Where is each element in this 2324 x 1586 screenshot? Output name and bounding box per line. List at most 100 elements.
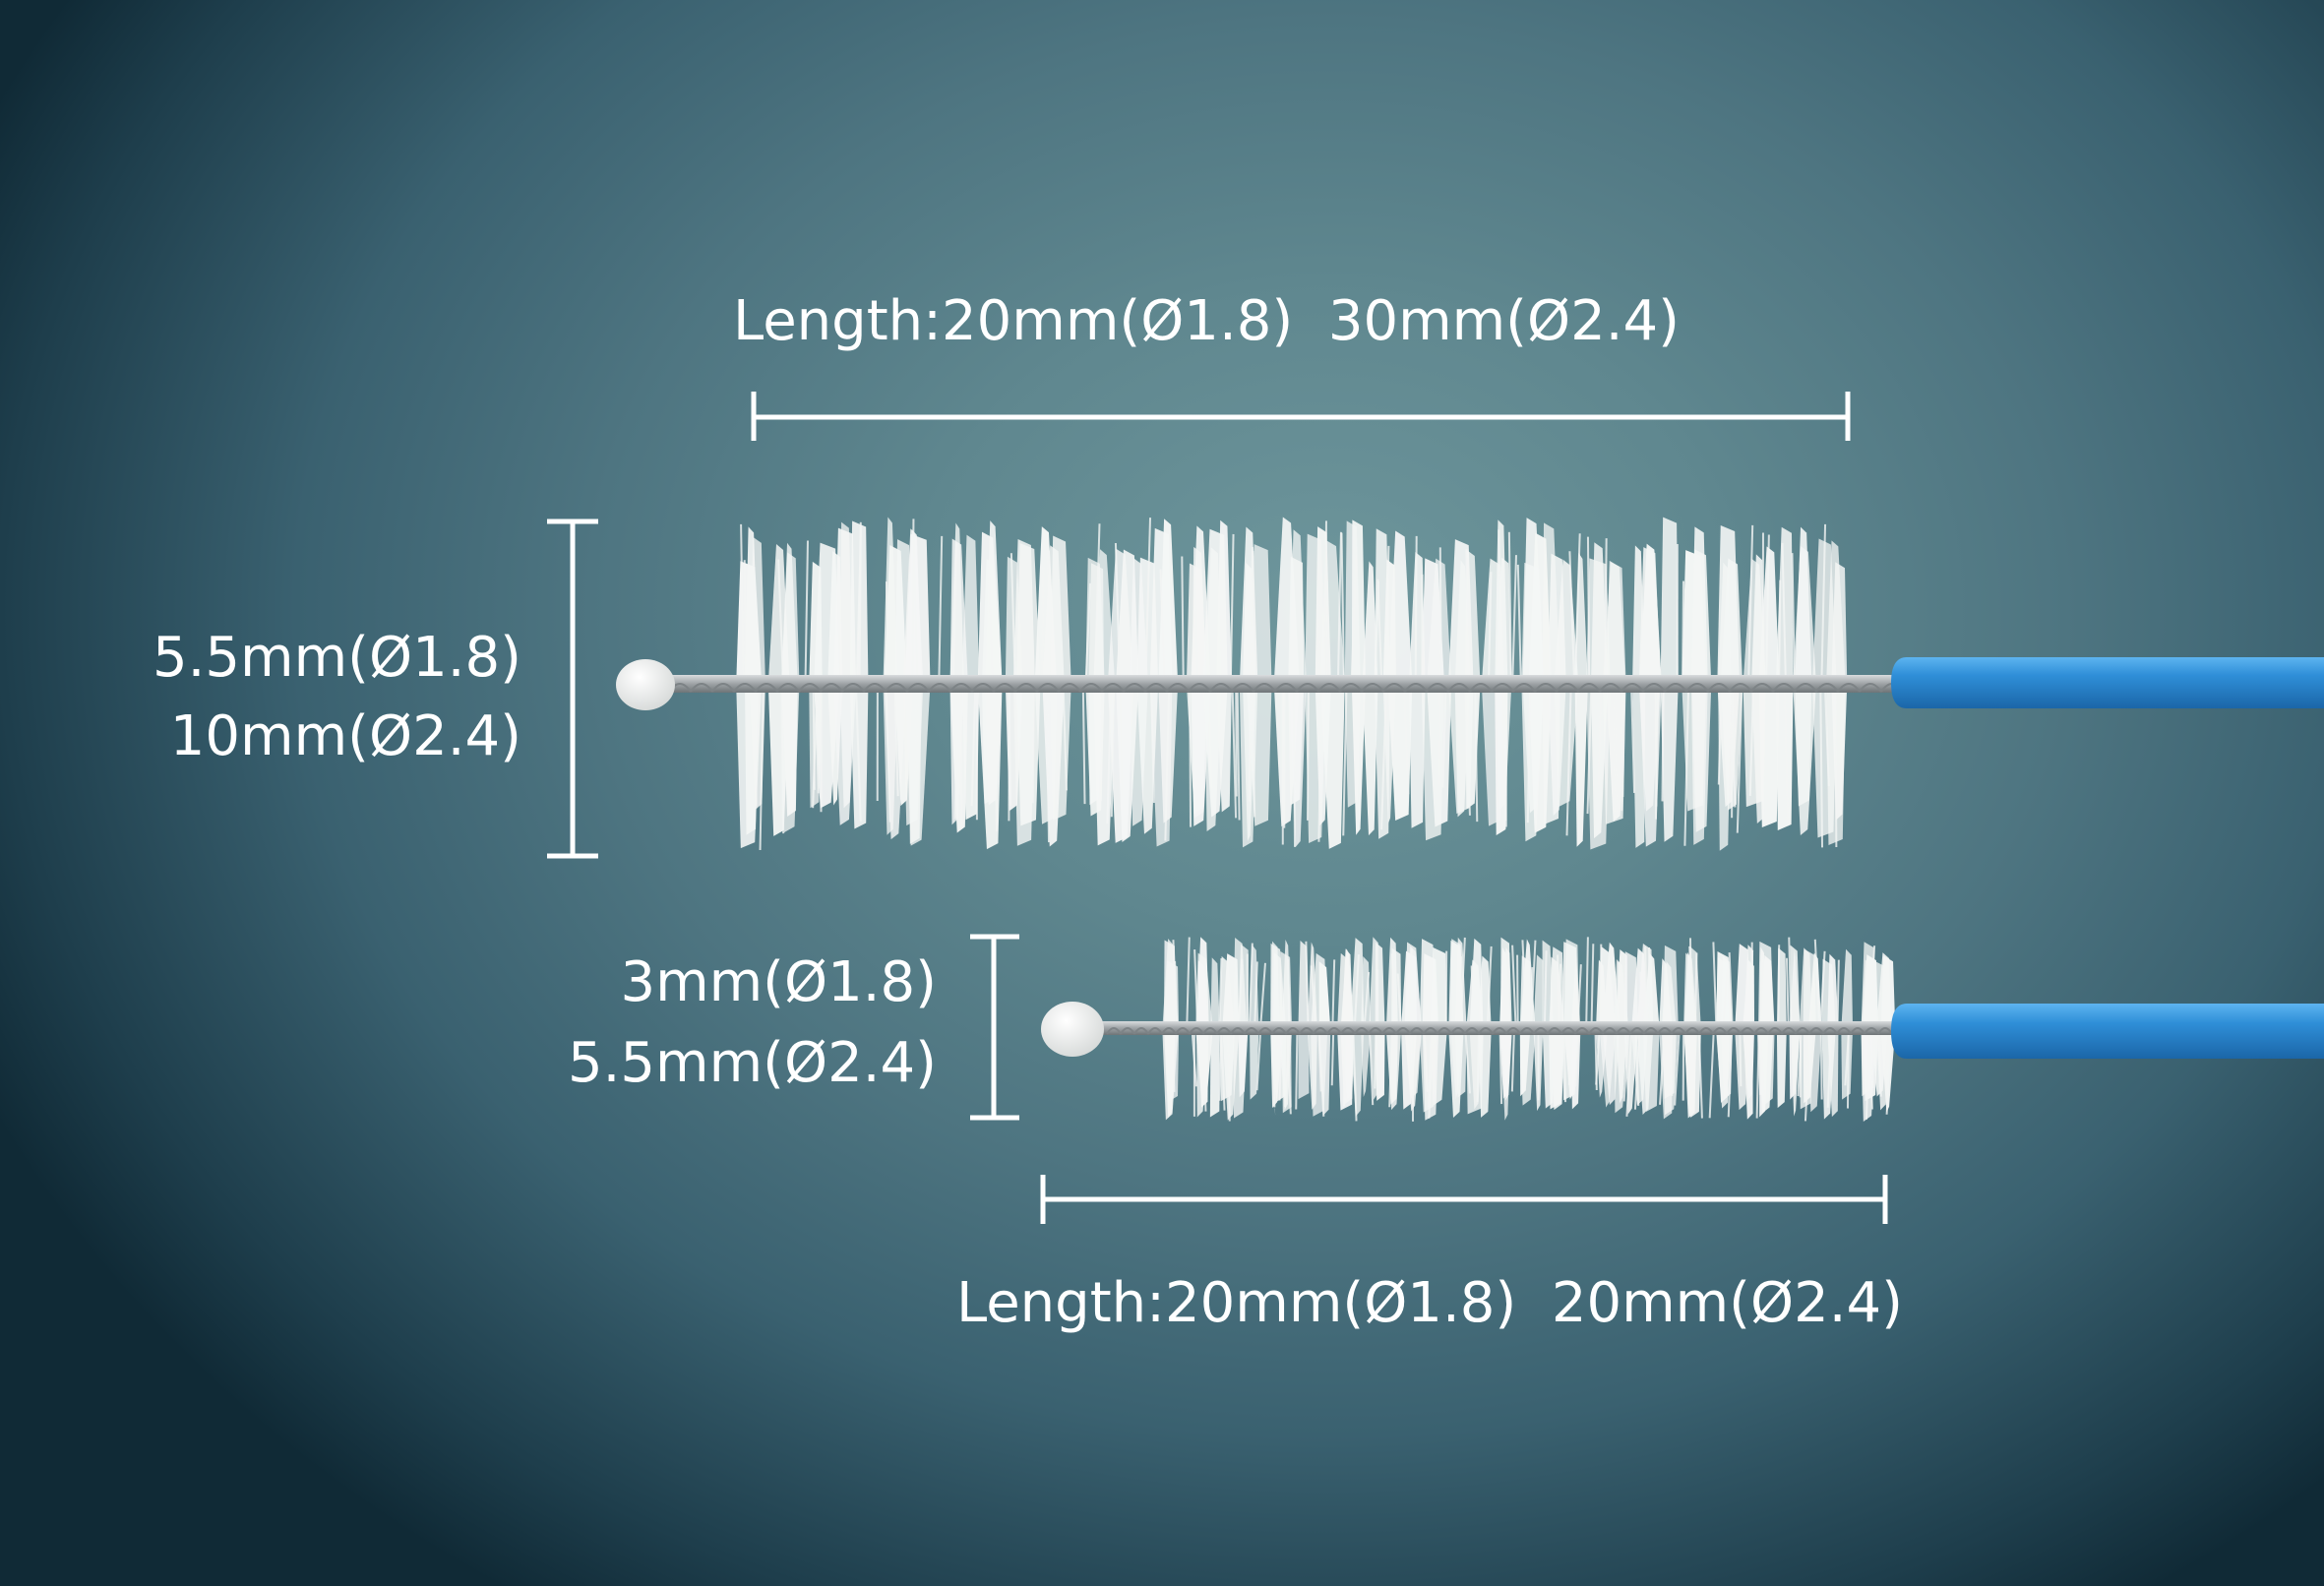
- wire-twist-segment: [1161, 1027, 1177, 1035]
- bristle-strand: [1722, 968, 1729, 1030]
- wire-twist-segment: [1512, 683, 1536, 693]
- wire-twist-segment: [1750, 683, 1774, 693]
- bristle-strand: [1144, 518, 1152, 685]
- wire-twist-segment: [885, 683, 908, 693]
- wire-twist-segment: [1726, 1027, 1742, 1035]
- top-length-dimension: [751, 392, 1851, 441]
- wire-twist-segment: [1230, 1027, 1246, 1035]
- bristle-strand: [1708, 1028, 1715, 1119]
- bristle-tuft: [1660, 684, 1679, 842]
- bristle-strand: [1511, 555, 1517, 685]
- large-brush-diameter-2: 10mm(Ø2.4): [169, 704, 521, 768]
- bristle-strand: [1613, 683, 1618, 819]
- bristle-strand: [1659, 1028, 1666, 1105]
- large-brush-tip: [616, 659, 675, 710]
- wire-twist-segment: [1189, 1027, 1204, 1035]
- bristle-tuft: [1735, 944, 1752, 1029]
- bristle-strand: [885, 683, 891, 823]
- wire-twist-segment: [1671, 1027, 1686, 1035]
- bristle-strand: [1697, 1028, 1703, 1119]
- wire-twist-segment: [755, 683, 778, 693]
- bristle-tuft: [1690, 526, 1708, 684]
- bristle-strand: [1625, 1028, 1633, 1117]
- wire-twist-segment: [1166, 683, 1190, 693]
- bristle-tuft: [1422, 953, 1439, 1029]
- bristle-strand: [1885, 1028, 1893, 1115]
- bristle-tuft: [1288, 529, 1307, 684]
- small-brush-wire-twist: [1106, 1027, 1907, 1035]
- wire-twist-segment: [1629, 1027, 1645, 1035]
- bristle-strand: [1229, 533, 1235, 685]
- bristle-strand: [1516, 564, 1522, 685]
- wire-twist-segment: [1209, 683, 1233, 693]
- bristle-strand: [1114, 542, 1122, 685]
- bristle-strand: [1574, 1028, 1580, 1087]
- bristle-strand: [893, 683, 899, 797]
- bristle-strand: [1568, 551, 1576, 685]
- bristle-tuft: [1841, 948, 1854, 1029]
- bristle-tuft: [1590, 542, 1609, 684]
- bristle-strand: [1621, 683, 1623, 812]
- bristle-tuft: [1450, 1029, 1464, 1100]
- bristle-strand: [1353, 954, 1360, 1030]
- wire-twist-segment: [863, 683, 887, 693]
- bristle-strand: [1639, 971, 1643, 1030]
- bristle-strand: [1363, 971, 1371, 1030]
- bristle-strand: [1728, 951, 1734, 1030]
- bristle-strand: [1595, 1028, 1601, 1085]
- bristle-tuft: [1790, 945, 1801, 1029]
- bristle-tuft: [1803, 948, 1816, 1029]
- bristle-tuft: [1050, 535, 1071, 684]
- wire-twist-segment: [1188, 683, 1211, 693]
- bristle-strand: [1694, 683, 1700, 795]
- bristle-strand: [1748, 683, 1755, 796]
- wire-twist-segment: [820, 683, 843, 693]
- bristle-tuft: [1361, 1029, 1372, 1097]
- bristle-strand: [1557, 963, 1562, 1030]
- bristle-strand: [777, 559, 785, 685]
- bristle-strand: [1046, 534, 1052, 685]
- bristle-strand: [959, 683, 963, 828]
- bristle-strand: [1526, 683, 1532, 824]
- bristle-strand: [1464, 683, 1471, 816]
- wire-twist-segment: [1244, 1027, 1259, 1035]
- wire-twist-segment: [1753, 1027, 1769, 1035]
- wire-twist-segment: [1574, 1027, 1590, 1035]
- bristle-strand: [1081, 683, 1086, 805]
- wire-twist-segment: [1202, 1027, 1218, 1035]
- bristle-strand: [1438, 547, 1442, 685]
- bristle-tuft: [904, 533, 931, 684]
- bristle-strand: [1819, 683, 1824, 848]
- wire-twist-segment: [1079, 683, 1103, 693]
- wire-twist-segment: [1505, 1027, 1521, 1035]
- bristle-tuft: [1204, 684, 1222, 832]
- wire-twist-segment: [1808, 1027, 1824, 1035]
- bristle-strand: [1384, 545, 1390, 685]
- bristle-strand: [1544, 683, 1551, 803]
- bristle-strand: [1236, 683, 1241, 821]
- bristle-tuft: [1238, 1029, 1249, 1098]
- small-brush-bristles: [1162, 937, 1896, 1122]
- wire-twist-segment: [1469, 683, 1493, 693]
- bristle-strand: [1836, 959, 1840, 1030]
- bristle-tuft: [1690, 684, 1708, 845]
- bristle-strand: [1765, 534, 1770, 685]
- bristle-tuft: [1760, 954, 1775, 1029]
- bristle-tuft: [1500, 1029, 1512, 1101]
- bristle-strand: [1310, 965, 1317, 1030]
- bristle-tuft: [1219, 955, 1235, 1029]
- bristle-tuft: [1337, 1029, 1354, 1111]
- bristle-strand: [938, 535, 944, 685]
- wire-twist-segment: [1175, 1027, 1191, 1035]
- bristle-strand: [1305, 941, 1310, 1030]
- small-brush-tip: [1041, 1002, 1104, 1057]
- bristle-strand: [804, 540, 809, 685]
- bristle-strand: [1476, 1028, 1480, 1102]
- wire-twist-segment: [1123, 683, 1146, 693]
- wire-twist-segment: [1361, 683, 1384, 693]
- bristle-strand: [1717, 683, 1723, 785]
- bristle-tuft: [1811, 684, 1837, 838]
- bristle-strand: [1251, 683, 1256, 818]
- wire-twist-segment: [1426, 683, 1449, 693]
